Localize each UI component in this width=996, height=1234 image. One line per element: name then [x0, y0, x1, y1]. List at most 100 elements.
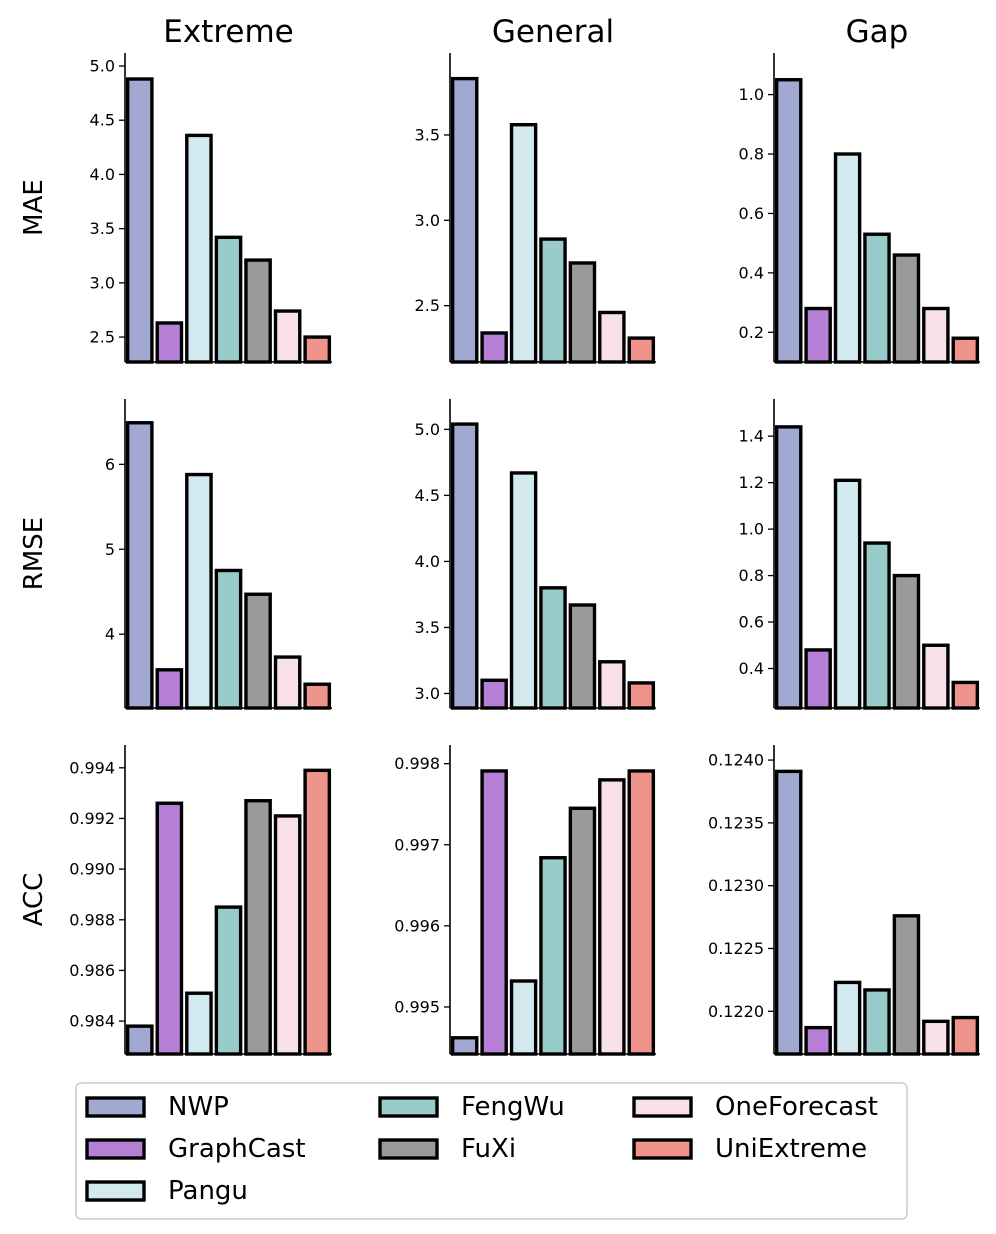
legend-swatch-pangu [85, 1180, 146, 1202]
bar-rmse-extreme-fuxi [244, 592, 272, 710]
legend-label-nwp: NWP [168, 1092, 229, 1122]
panel-rmse-extreme: 4 5 6 RMSE [19, 399, 332, 710]
y-tick-label: 0.1230 [708, 876, 764, 895]
bar-mae-gap-pangu [833, 152, 862, 364]
y-tick-label: 0.996 [394, 916, 440, 935]
y-tick-label: 0.4 [739, 659, 764, 678]
bar-acc-extreme-pangu [185, 991, 213, 1056]
bar-rmse-general-uniextreme [627, 681, 656, 710]
bar-mae-extreme-uniextreme [303, 335, 332, 364]
legend-label-oneforecast: OneForecast [715, 1092, 878, 1122]
bar-acc-extreme-uniextreme [303, 768, 332, 1056]
legend: NWP GraphCast Pangu FengWu FuXi OneForecast Un… [75, 1082, 908, 1220]
y-tick-label: 3.5 [415, 125, 440, 144]
y-tick-label: 4.5 [90, 111, 115, 130]
bar-acc-extreme-fengwu [214, 905, 243, 1056]
panel-acc-general: 0.995 0.996 0.997 0.998 [394, 745, 656, 1056]
bar-acc-gap-oneforecast [922, 1019, 950, 1056]
bar-rmse-gap-graphcast [804, 648, 832, 710]
bar-rmse-gap-fengwu [863, 541, 891, 710]
bar-mae-gap-graphcast [804, 306, 832, 364]
legend-item-nwp: NWP [85, 1092, 229, 1122]
bar-rmse-extreme-graphcast [155, 668, 184, 710]
panel-mae-general: 2.5 3.0 3.5 General [415, 14, 656, 364]
legend-swatch-fengwu [378, 1096, 439, 1118]
y-tick-label: 3.5 [90, 219, 115, 238]
bar-mae-extreme-fuxi [244, 258, 272, 364]
y-tick-label: 0.984 [69, 1012, 115, 1031]
y-tick-label: 3.5 [415, 618, 440, 637]
bar-rmse-gap-pangu [833, 478, 862, 710]
y-tick-label: 4.0 [415, 552, 440, 571]
legend-item-oneforecast: OneForecast [632, 1092, 878, 1122]
legend-swatch-uniextreme [632, 1138, 693, 1160]
legend-item-uniextreme: UniExtreme [632, 1134, 867, 1164]
bar-rmse-gap-nwp [774, 425, 803, 710]
legend-item-pangu: Pangu [85, 1176, 248, 1206]
y-tick-label: 3.0 [415, 684, 440, 703]
bar-acc-gap-fuxi [892, 914, 921, 1056]
bar-rmse-general-graphcast [480, 678, 508, 710]
column-title-general: General [492, 14, 614, 50]
y-tick-label: 0.992 [69, 809, 115, 828]
bar-mae-gap-nwp [774, 78, 803, 364]
panel-acc-extreme: 0.984 0.986 0.988 0.990 0.992 0.994 ACC [19, 745, 332, 1056]
bar-mae-gap-uniextreme [951, 336, 980, 364]
legend-label-fengwu: FengWu [461, 1092, 565, 1122]
legend-items: NWP GraphCast Pangu FengWu FuXi OneForecast Un… [85, 1092, 878, 1206]
bar-acc-extreme-graphcast [155, 801, 184, 1056]
y-tick-label: 0.1235 [708, 813, 764, 832]
bar-rmse-extreme-oneforecast [273, 655, 302, 710]
bar-acc-extreme-nwp [125, 1024, 154, 1056]
bar-acc-gap-nwp [774, 769, 803, 1056]
bar-rmse-extreme-uniextreme [303, 682, 332, 710]
row-label-acc: ACC [19, 873, 49, 927]
bar-rmse-general-oneforecast [598, 660, 626, 710]
bar-acc-extreme-fuxi [244, 799, 272, 1056]
legend-item-graphcast: GraphCast [85, 1134, 306, 1164]
bar-rmse-general-fuxi [568, 603, 597, 710]
bar-mae-general-pangu [509, 122, 538, 364]
bar-acc-general-fengwu [539, 856, 567, 1056]
bar-rmse-gap-uniextreme [951, 680, 980, 710]
y-tick-label: 2.5 [415, 296, 440, 315]
y-tick-label: 3.0 [90, 273, 115, 292]
legend-frame [75, 1082, 908, 1220]
bar-rmse-extreme-nwp [125, 421, 154, 710]
bar-acc-general-nwp [450, 1036, 479, 1056]
bar-rmse-extreme-pangu [185, 472, 213, 710]
chart-panels: 2.5 3.0 3.5 4.0 4.5 5.0 Extreme MAE 2.5 3.0 3.5 Gen… [19, 14, 980, 1056]
bar-acc-gap-pangu [833, 980, 862, 1056]
y-tick-label: 4.0 [90, 165, 115, 184]
y-tick-label: 0.998 [394, 754, 440, 773]
y-tick-label: 0.994 [69, 758, 115, 777]
legend-swatch-nwp [85, 1096, 146, 1118]
bar-rmse-gap-oneforecast [922, 643, 950, 710]
column-title-gap: Gap [846, 14, 909, 50]
bar-acc-general-graphcast [480, 769, 508, 1056]
bar-acc-gap-fengwu [863, 988, 891, 1056]
legend-swatch-fuxi [378, 1138, 439, 1160]
bar-mae-extreme-nwp [125, 77, 154, 364]
y-tick-label: 3.0 [415, 211, 440, 230]
panel-rmse-gap: 0.4 0.6 0.8 1.0 1.2 1.4 [739, 399, 980, 710]
legend-item-fengwu: FengWu [378, 1092, 565, 1122]
bar-acc-gap-uniextreme [951, 1015, 980, 1056]
bar-acc-extreme-oneforecast [273, 814, 302, 1056]
bar-acc-gap-graphcast [804, 1025, 832, 1056]
y-tick-label: 0.4 [739, 263, 764, 282]
y-tick-label: 4.5 [415, 486, 440, 505]
legend-label-uniextreme: UniExtreme [715, 1134, 867, 1164]
bar-rmse-general-fengwu [539, 586, 567, 710]
y-tick-label: 0.2 [739, 323, 764, 342]
y-tick-label: 1.0 [739, 520, 764, 539]
bar-mae-general-oneforecast [598, 310, 626, 364]
bar-rmse-gap-fuxi [892, 573, 921, 710]
panel-mae-gap: 0.2 0.4 0.6 0.8 1.0 Gap [739, 14, 980, 364]
y-tick-label: 0.988 [69, 910, 115, 929]
bar-rmse-general-nwp [450, 422, 479, 710]
bar-acc-general-oneforecast [598, 778, 626, 1056]
bar-acc-general-uniextreme [627, 769, 656, 1056]
row-label-rmse: RMSE [19, 517, 49, 590]
